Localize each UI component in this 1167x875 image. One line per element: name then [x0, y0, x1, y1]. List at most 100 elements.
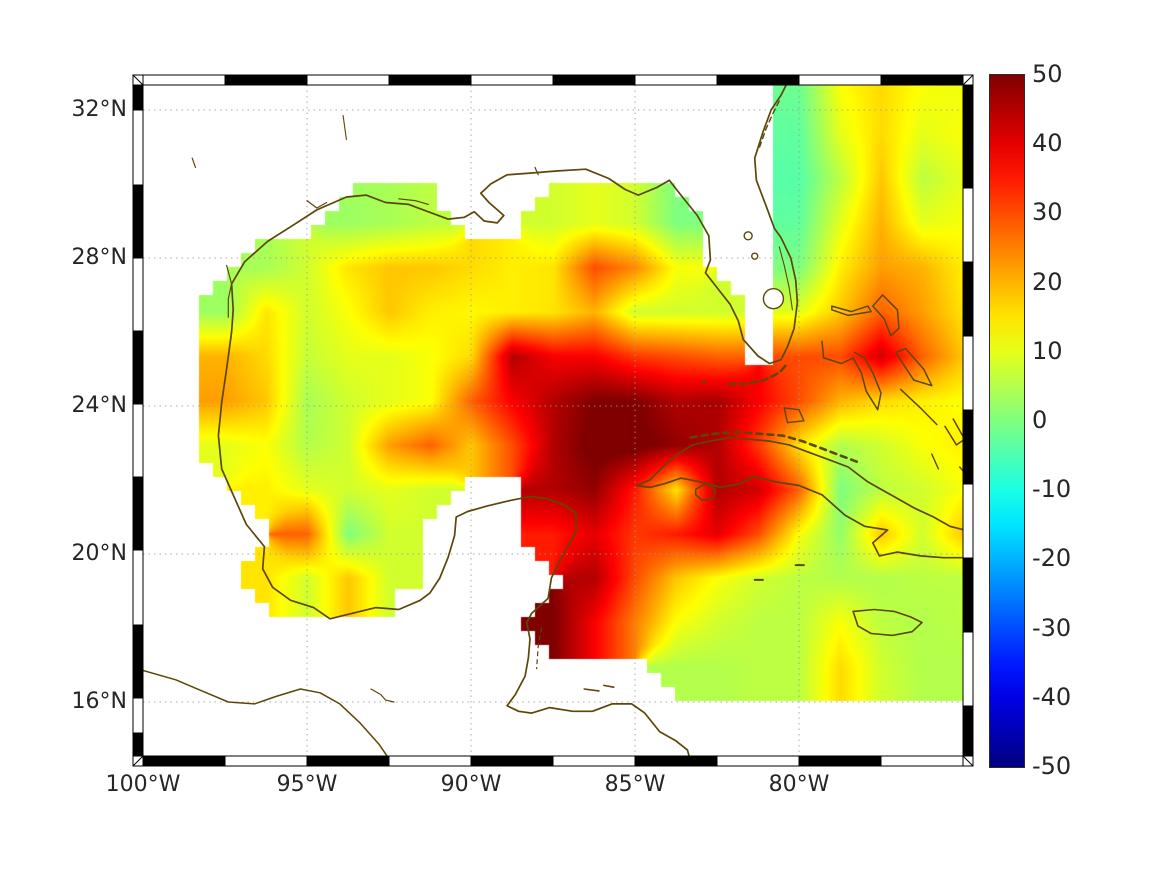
frame-left-seg	[132, 330, 144, 405]
coast-louisiana-marsh	[398, 198, 429, 205]
coast-cuba-north-coast	[635, 436, 963, 531]
y-tick-label: 24°N	[71, 393, 127, 418]
coast-lake-okeechobee	[762, 288, 785, 310]
coast-yucatan-central-america-coast	[352, 495, 690, 756]
frame-left-seg	[132, 257, 144, 332]
frame-left-seg	[132, 549, 144, 626]
y-tick-label: 20°N	[71, 541, 127, 566]
coast-abaco	[872, 294, 900, 337]
frame-corner-miter	[132, 755, 144, 767]
colorbar-tick-label: -30	[1032, 613, 1072, 642]
frame-bottom-seg	[552, 755, 636, 767]
frame-bottom-seg	[142, 755, 226, 767]
x-tick-label: 80°W	[768, 772, 830, 797]
coast-us-gulf-and-atlantic-coast	[230, 85, 799, 365]
colorbar-tick-label: 50	[1032, 60, 1063, 88]
coast-exuma-chain	[899, 388, 938, 426]
colorbar-tick-label: 30	[1032, 198, 1063, 227]
coastlines	[143, 85, 963, 756]
colorbar-tick-label: -40	[1032, 682, 1072, 711]
coast-galveston-bay	[306, 200, 328, 209]
frame-bottom-seg	[388, 755, 472, 767]
frame-right-seg	[962, 261, 974, 337]
coast-florida-keys	[727, 362, 789, 385]
frame-corner-miter	[132, 74, 144, 86]
frame-left-seg	[132, 476, 144, 551]
coast-bimini-andros-bank	[821, 340, 882, 411]
frame-bottom-seg	[224, 755, 308, 767]
plot-inner-border	[142, 84, 964, 757]
frame-top-seg	[716, 74, 800, 86]
frame-top-seg	[634, 74, 718, 86]
coast-florida-inland-lake-1	[743, 231, 753, 241]
frame-top-seg	[224, 74, 308, 86]
frame-right-seg	[962, 84, 974, 189]
frame-left-seg	[132, 84, 144, 111]
frame-left-seg	[132, 732, 144, 757]
coast-texas-laguna-madre	[226, 264, 233, 318]
frame-bottom-seg	[880, 755, 964, 767]
coast-isla-de-la-juventud	[694, 482, 717, 502]
x-tick-label: 90°W	[440, 772, 502, 797]
coast-jamaica	[852, 608, 923, 637]
frame-left-seg	[132, 624, 144, 699]
frame-corner-miter	[962, 74, 974, 86]
coast-cuba-south-coast	[635, 475, 963, 559]
x-tick-label: 100°W	[105, 772, 181, 797]
frame-right-seg	[962, 631, 974, 707]
coast-long-island-bahamas	[944, 418, 963, 446]
coast-cay-sal-bank	[783, 407, 805, 424]
coast-belize-barrier-cays	[536, 627, 543, 670]
y-tick-label: 28°N	[71, 245, 127, 270]
frame-bottom-seg	[470, 755, 554, 767]
x-tick-label: 95°W	[276, 772, 338, 797]
colorbar-tick-label: -20	[1032, 544, 1072, 573]
frame-right-seg	[962, 335, 974, 411]
coast-grand-bahama	[831, 305, 872, 317]
coast-louisiana-inland-river	[342, 114, 347, 141]
colorbar-tick-label: -10	[1032, 475, 1072, 504]
frame-right-seg	[962, 409, 974, 485]
frame-corner-miter	[962, 755, 974, 767]
coast-pacific-coast-mexico	[143, 669, 388, 756]
frame-right-seg	[962, 705, 974, 757]
colorbar-tick-label: -50	[1032, 752, 1072, 780]
frame-top-seg	[552, 74, 636, 86]
map-frame	[132, 74, 974, 767]
coast-eleuthera-cat-island	[895, 347, 933, 387]
frame-right-seg	[962, 557, 974, 633]
coast-bay-islands-honduras-2	[603, 684, 615, 688]
frame-right-seg	[962, 187, 974, 263]
colorbar-tick-label: 0	[1032, 406, 1048, 434]
frame-left-seg	[132, 109, 144, 186]
coast-florida-inland-lake-2	[751, 252, 759, 260]
coast-mexico-gulf-coast	[217, 331, 354, 620]
frame-bottom-seg	[634, 755, 718, 767]
colorbar	[989, 74, 1025, 768]
heatmap-field	[143, 85, 963, 756]
x-tick-label: 85°W	[604, 772, 666, 797]
coast-texas-inland-lakes	[191, 157, 197, 168]
frame-bottom-seg	[798, 755, 882, 767]
colorbar-tick-label: 20	[1032, 267, 1063, 296]
colorbar-tick-label: 10	[1032, 336, 1063, 365]
frame-top-seg	[798, 74, 882, 86]
coast-bay-islands-honduras	[583, 688, 600, 692]
coast-chiapas-lakes	[370, 688, 395, 703]
frame-bottom-seg	[306, 755, 390, 767]
frame-left-seg	[132, 697, 144, 734]
frame-top-seg	[142, 74, 226, 86]
coast-windward-islet	[959, 466, 963, 472]
frame-left-seg	[132, 184, 144, 259]
graticule-gridlines	[143, 85, 963, 756]
frame-top-seg	[880, 74, 964, 86]
frame-top-seg	[470, 74, 554, 86]
y-tick-label: 32°N	[71, 97, 127, 122]
frame-left-seg	[132, 403, 144, 478]
coast-georgia-barrier-islands	[758, 100, 780, 148]
coast-mobile-bay	[534, 166, 539, 176]
frame-bottom-seg	[716, 755, 800, 767]
frame-top-seg	[306, 74, 390, 86]
